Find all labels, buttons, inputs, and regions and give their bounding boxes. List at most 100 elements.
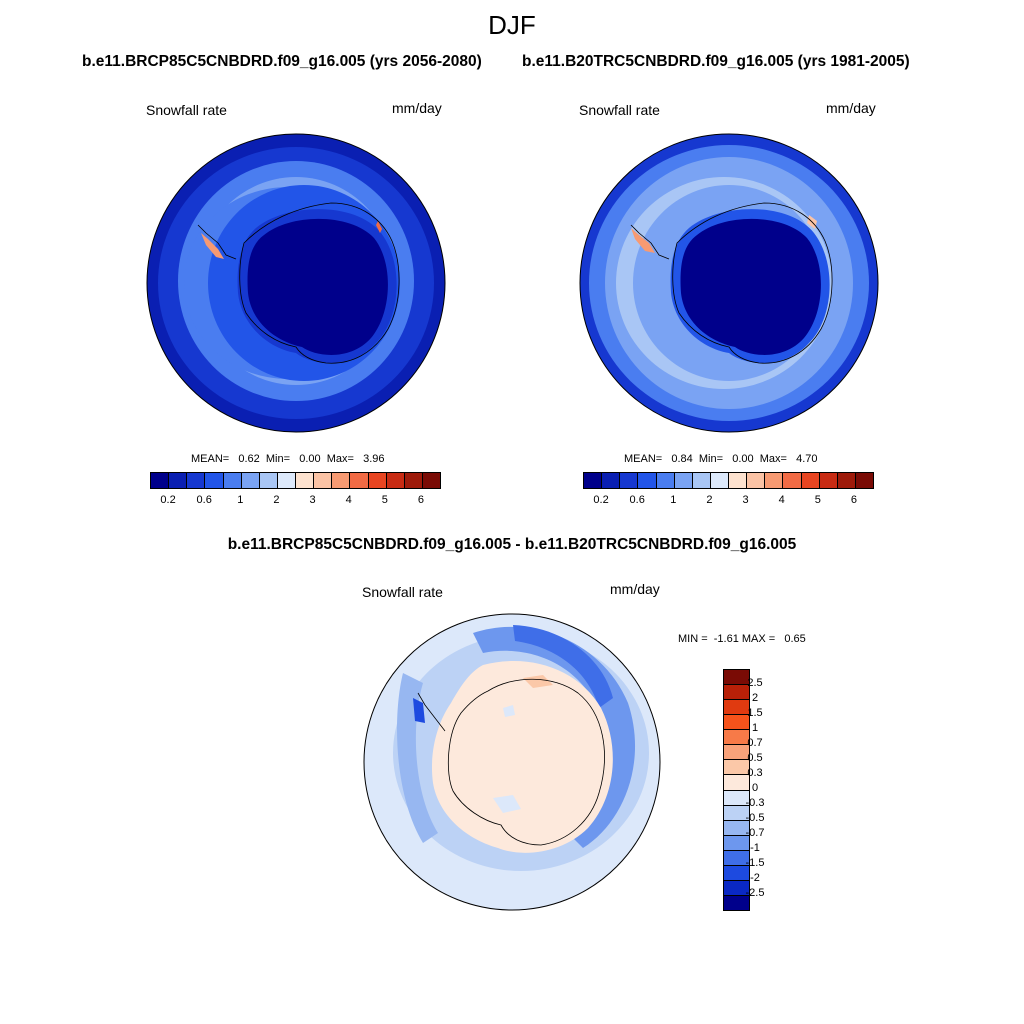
future-colorbar-tick-label: 5 [381,494,388,506]
historical-colorbar [583,472,874,489]
future-colorbar-swatch [151,473,170,488]
historical-colorbar-swatch [837,473,856,488]
difference-units-label: mm/day [610,581,660,597]
figure-title: DJF [488,10,536,40]
future-polar-map [146,133,446,433]
future-colorbar-swatch [296,473,315,488]
difference-colorbar-swatch [724,880,749,896]
historical-colorbar-swatch [710,473,729,488]
historical-colorbar-swatch [819,473,838,488]
historical-colorbar-tick-label: 4 [778,494,785,506]
difference-variable-label: Snowfall rate [362,584,443,600]
historical-colorbar-tick-label: 6 [850,494,857,506]
difference-colorbar-tick-label: 1 [751,722,759,734]
difference-colorbar-swatch [724,700,749,716]
difference-colorbar-swatch [724,850,749,866]
difference-colorbar-tick-label: -0.3 [745,797,765,809]
historical-colorbar-tick-label: 0.2 [593,494,609,506]
historical-colorbar-swatch [656,473,675,488]
difference-colorbar-tick-label: -2.5 [745,887,765,899]
difference-colorbar-swatch [724,895,749,910]
historical-colorbar-swatch [783,473,802,488]
difference-colorbar-tick-label: -2 [750,872,760,884]
future-colorbar-tick-label: 6 [417,494,424,506]
difference-title: b.e11.BRCP85C5CNBDRD.f09_g16.005 - b.e11… [227,536,797,553]
future-colorbar-swatch [350,473,369,488]
future-colorbar-swatch [241,473,260,488]
future-colorbar-tick-label: 3 [309,494,316,506]
historical-polar-map [579,133,879,433]
historical-colorbar-swatch [729,473,748,488]
future-run-title: b.e11.BRCP85C5CNBDRD.f09_g16.005 (yrs 20… [82,53,482,70]
difference-colorbar-tick-label: -0.5 [745,812,765,824]
difference-colorbar-swatch [724,760,749,776]
future-colorbar-swatch [386,473,405,488]
difference-polar-map [363,613,661,911]
future-colorbar-tick-label: 4 [345,494,352,506]
difference-colorbar-swatch [724,745,749,761]
historical-variable-label: Snowfall rate [579,102,660,118]
difference-colorbar-tick-label: 2.5 [747,677,763,689]
difference-colorbar-tick-label: 1.5 [747,707,763,719]
future-colorbar-swatch [404,473,423,488]
difference-colorbar-swatch [724,715,749,731]
difference-colorbar-tick-label: 0.7 [747,737,763,749]
historical-colorbar-swatch [584,473,603,488]
difference-colorbar-tick-label: 0.5 [747,752,763,764]
difference-colorbar-tick-label: 0 [751,782,759,794]
historical-colorbar-tick-label: 0.6 [629,494,645,506]
future-colorbar-tick-label: 0.2 [160,494,176,506]
historical-colorbar-swatch [638,473,657,488]
historical-colorbar-tick-label: 3 [742,494,749,506]
historical-units-label: mm/day [826,100,876,116]
future-colorbar [150,472,441,489]
future-coastline [197,202,400,364]
historical-colorbar-swatch [765,473,784,488]
difference-colorbar-tick-label: -1 [750,842,760,854]
difference-colorbar-tick-label: 0.3 [747,767,763,779]
future-map-border [146,133,446,433]
difference-colorbar-swatch [724,820,749,836]
historical-run-title: b.e11.B20TRC5CNBDRD.f09_g16.005 (yrs 198… [522,53,910,70]
historical-colorbar-swatch [692,473,711,488]
difference-colorbar-swatch [724,670,749,686]
historical-colorbar-swatch [747,473,766,488]
difference-colorbar-swatch [724,775,749,791]
future-colorbar-swatch [422,473,440,488]
difference-colorbar-swatch [724,685,749,701]
historical-colorbar-swatch [620,473,639,488]
future-stats: MEAN= 0.62 Min= 0.00 Max= 3.96 [191,453,385,465]
historical-colorbar-tick-label: 2 [706,494,713,506]
difference-colorbar-tick-label: 2 [751,692,759,704]
historical-colorbar-swatch [602,473,621,488]
historical-colorbar-swatch [674,473,693,488]
future-colorbar-swatch [169,473,188,488]
historical-colorbar-swatch [801,473,820,488]
difference-colorbar-tick-label: -1.5 [745,857,765,869]
historical-colorbar-swatch [855,473,873,488]
historical-coastline [630,202,833,364]
future-colorbar-swatch [205,473,224,488]
difference-colorbar-swatch [724,835,749,851]
historical-stats: MEAN= 0.84 Min= 0.00 Max= 4.70 [624,453,818,465]
historical-map-border [579,133,879,433]
future-colorbar-swatch [259,473,278,488]
future-colorbar-swatch [332,473,351,488]
historical-colorbar-tick-label: 1 [670,494,677,506]
future-colorbar-swatch [314,473,333,488]
future-colorbar-tick-label: 0.6 [196,494,212,506]
difference-colorbar-swatch [724,790,749,806]
future-colorbar-swatch [223,473,242,488]
future-units-label: mm/day [392,100,442,116]
future-colorbar-tick-label: 2 [273,494,280,506]
future-colorbar-tick-label: 1 [237,494,244,506]
difference-stats: MIN = -1.61 MAX = 0.65 [678,633,806,645]
difference-colorbar-swatch [724,865,749,881]
difference-map-border [363,613,661,911]
difference-colorbar-swatch [724,730,749,746]
future-colorbar-swatch [368,473,387,488]
future-variable-label: Snowfall rate [146,102,227,118]
future-colorbar-swatch [277,473,296,488]
difference-colorbar-tick-label: -0.7 [745,827,765,839]
difference-colorbar-swatch [724,805,749,821]
